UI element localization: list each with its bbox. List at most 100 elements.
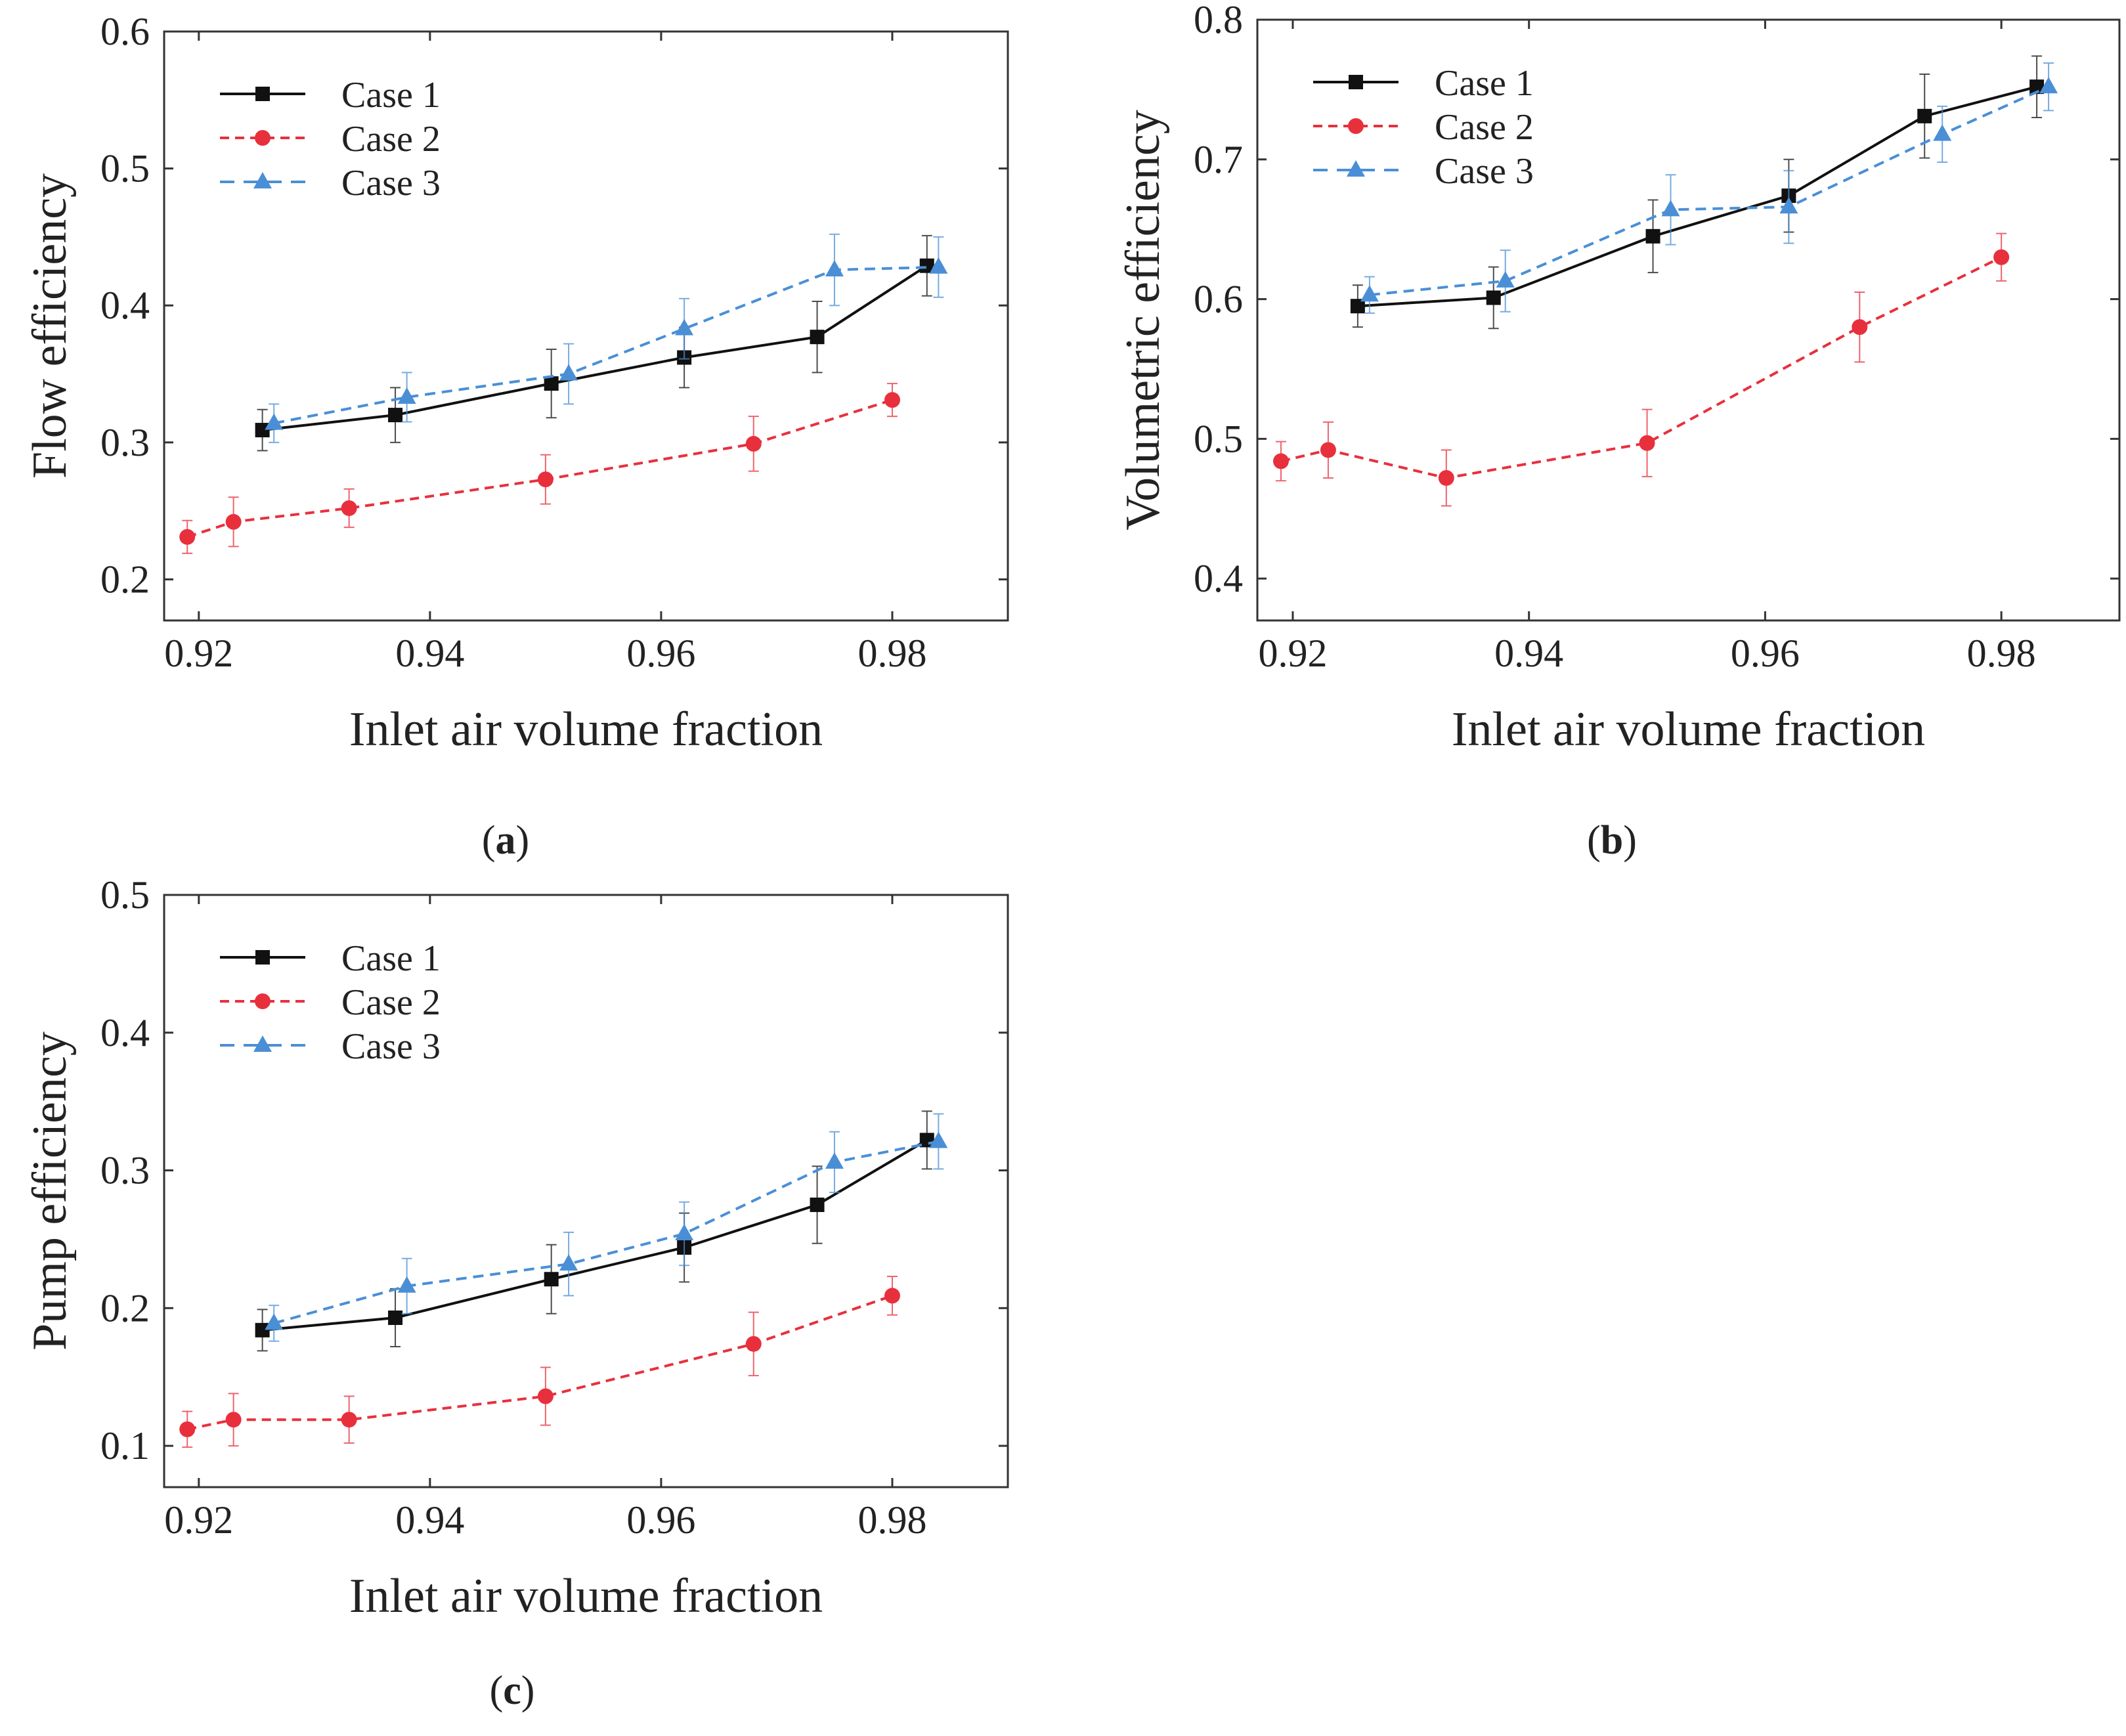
- x-tick-label: 0.98: [857, 632, 926, 675]
- legend-label: Case 1: [341, 938, 441, 979]
- data-point: [225, 513, 242, 530]
- series-case-2: [1272, 232, 2010, 507]
- series-line: [1369, 85, 2049, 297]
- y-tick-label: 0.5: [100, 147, 150, 190]
- data-point: [1639, 435, 1655, 451]
- data-point: [2039, 77, 2058, 94]
- legend-marker: [255, 993, 271, 1009]
- data-point: [255, 1322, 270, 1337]
- data-point: [559, 1254, 578, 1271]
- x-tick-label: 0.98: [857, 1498, 926, 1542]
- x-axis-title: Inlet air volume fraction: [349, 1569, 823, 1623]
- panel-caption: (c): [490, 1668, 535, 1713]
- y-tick-label: 0.5: [1194, 417, 1243, 460]
- data-point: [1779, 197, 1798, 214]
- data-point: [179, 1421, 196, 1437]
- data-point: [397, 1276, 416, 1293]
- panel-letter: c: [503, 1668, 521, 1713]
- panel-letter: a: [496, 818, 516, 863]
- series-line: [1357, 85, 2037, 308]
- data-point: [225, 1412, 242, 1428]
- data-point: [388, 1310, 403, 1325]
- legend-label: Case 3: [1435, 151, 1534, 192]
- y-tick-label: 0.7: [1194, 138, 1243, 181]
- plot-frame: [1256, 18, 2121, 622]
- data-point: [810, 1197, 825, 1212]
- legend-marker: [255, 950, 270, 965]
- y-tick-label: 0.8: [1194, 0, 1243, 41]
- data-point: [1496, 271, 1515, 288]
- y-tick-label: 0.4: [100, 284, 150, 327]
- series-case-2: [179, 383, 900, 554]
- legend-label: Case 3: [341, 163, 441, 204]
- data-point: [810, 330, 825, 345]
- y-tick-label: 0.3: [100, 1149, 150, 1192]
- legend-marker: [1349, 75, 1363, 89]
- y-tick-label: 0.5: [100, 873, 150, 917]
- data-point: [929, 1131, 948, 1148]
- legend-label: Case 2: [1435, 107, 1534, 148]
- panel-letter: b: [1601, 818, 1623, 863]
- y-tick-label: 0.1: [100, 1424, 150, 1467]
- data-point: [675, 318, 694, 336]
- legend-label: Case 1: [1435, 63, 1534, 104]
- panel-c: 0.92 0.94 0.96 0.98 0.1 0.2 0.3 0.4 0.5 Inlet air…: [23, 873, 1009, 1713]
- y-tick-label: 0.4: [100, 1011, 150, 1054]
- data-point: [537, 471, 553, 488]
- legend-marker: [1348, 118, 1364, 134]
- data-point: [884, 392, 900, 408]
- y-tick-label: 0.2: [100, 557, 150, 601]
- series-line: [262, 1139, 928, 1332]
- series-line: [186, 399, 893, 538]
- x-tick-label: 0.92: [1258, 632, 1327, 675]
- data-point: [929, 257, 948, 274]
- legend-label: Case 1: [341, 75, 441, 116]
- series-line: [273, 1140, 939, 1325]
- y-tick-label: 0.6: [100, 10, 150, 53]
- y-axis-title: Flow efficiency: [23, 173, 77, 479]
- data-point: [675, 1224, 694, 1241]
- data-point: [1320, 442, 1336, 458]
- data-point: [537, 1388, 553, 1404]
- y-tick-label: 0.6: [1194, 278, 1243, 321]
- data-point: [559, 364, 578, 381]
- data-point: [825, 1152, 844, 1169]
- series-case-1: [255, 234, 934, 452]
- data-point: [1852, 319, 1868, 336]
- x-tick-label: 0.92: [164, 1498, 233, 1542]
- data-point: [1360, 285, 1379, 302]
- data-point: [884, 1288, 900, 1304]
- x-axis-title: Inlet air volume fraction: [349, 703, 823, 756]
- x-tick-label: 0.96: [626, 1498, 695, 1542]
- panel-b: 0.92 0.94 0.96 0.98 0.4 0.5 0.6 0.7 0.8 Inlet air…: [1116, 0, 2121, 863]
- data-point: [265, 1313, 284, 1330]
- y-tick-label: 0.4: [1194, 557, 1243, 600]
- x-tick-label: 0.98: [1967, 632, 2036, 675]
- data-point: [341, 1412, 357, 1428]
- panel-caption: (b): [1587, 818, 1637, 863]
- data-point: [825, 259, 844, 276]
- data-point: [544, 376, 559, 391]
- y-axis-title: Volumetric efficiency: [1116, 110, 1170, 530]
- x-tick-label: 0.96: [1731, 632, 1800, 675]
- x-tick-label: 0.94: [395, 1498, 464, 1542]
- legend-label: Case 2: [341, 982, 441, 1023]
- y-tick-label: 0.2: [100, 1286, 150, 1330]
- x-axis-title: Inlet air volume fraction: [1452, 703, 1925, 756]
- legend-marker: [255, 87, 270, 101]
- data-point: [2029, 79, 2045, 95]
- legend-label: Case 3: [341, 1026, 441, 1067]
- series-line: [262, 265, 928, 432]
- x-tick-label: 0.96: [626, 632, 695, 675]
- data-point: [544, 1272, 559, 1287]
- data-point: [255, 423, 270, 438]
- plot-frame: [163, 30, 1009, 622]
- data-point: [1933, 124, 1952, 141]
- legend-marker: [253, 172, 272, 188]
- legend-marker: [253, 1035, 272, 1052]
- data-point: [388, 408, 403, 423]
